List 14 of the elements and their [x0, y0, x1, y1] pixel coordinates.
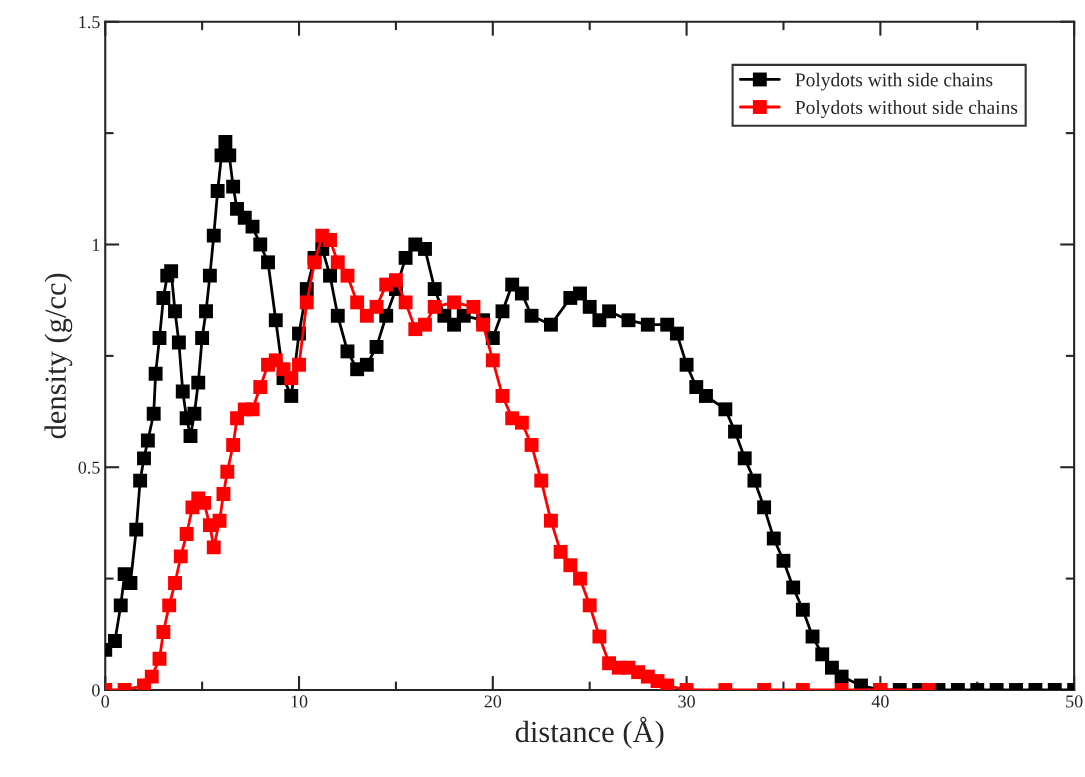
x-tick-label: 40 — [871, 695, 889, 708]
y-tick-label: 1.5 — [79, 16, 100, 29]
legend-label: Polydots with side chains — [795, 72, 993, 91]
y-tick-label: 0 — [92, 684, 100, 697]
x-axis-title: distance (Å) — [515, 716, 664, 749]
y-axis-title: density (g/cc) — [44, 273, 73, 439]
y-tick-label: 0.5 — [78, 461, 100, 474]
y-tick-label: 1 — [92, 238, 100, 251]
x-tick-label: 20 — [484, 695, 502, 708]
x-tick-label: 10 — [291, 695, 308, 708]
x-tick-label: 50 — [1066, 695, 1083, 708]
x-tick-label: 30 — [678, 695, 695, 708]
legend-label: Polydots without side chains — [795, 100, 1018, 118]
x-tick-label: 0 — [101, 695, 110, 708]
